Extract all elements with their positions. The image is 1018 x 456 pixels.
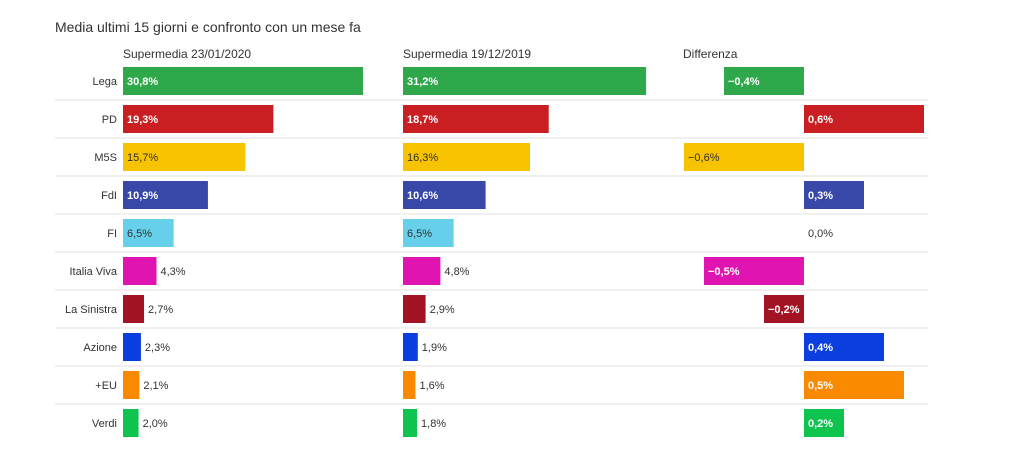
bar-previous-verdi [403,409,418,437]
value-label-current: 2,3% [145,342,170,354]
bar-current-lega [123,67,363,95]
bar-previous-fi [403,219,454,247]
value-label-diff: −0,4% [728,76,760,88]
value-label-current: 15,7% [127,152,158,164]
party-label: M5S [94,152,117,164]
party-label: Verdi [92,418,117,430]
value-label-previous: 16,3% [407,152,438,164]
value-label-previous: 6,5% [407,228,432,240]
bar-current-eu [123,371,140,399]
chart-title: Media ultimi 15 giorni e confronto con u… [55,19,361,35]
value-label-current: 10,9% [127,190,158,202]
party-label: +EU [95,380,117,392]
value-label-current: 6,5% [127,228,152,240]
bar-current-fi [123,219,174,247]
bar-previous-pd [403,105,549,133]
bar-diff-fdi [804,181,864,209]
value-label-previous: 10,6% [407,190,438,202]
value-label-previous: 1,8% [421,418,446,430]
value-label-diff: −0,6% [688,152,720,164]
value-label-current: 2,0% [143,418,168,430]
bar-current-la-sinistra [123,295,145,323]
value-label-diff: 0,4% [808,342,833,354]
value-label-diff: 0,3% [808,190,833,202]
value-label-diff: −0,5% [708,266,740,278]
bar-current-azione [123,333,141,361]
party-label: La Sinistra [65,304,118,316]
bar-current-fdi [123,181,208,209]
value-label-previous: 4,8% [444,266,469,278]
value-label-current: 2,1% [143,380,168,392]
party-label: PD [102,114,117,126]
value-label-previous: 18,7% [407,114,438,126]
bar-current-pd [123,105,274,133]
value-label-current: 19,3% [127,114,158,126]
bar-previous-fdi [403,181,486,209]
party-label: Lega [93,76,118,88]
party-label: Azione [83,342,117,354]
bar-diff-verdi [804,409,844,437]
value-label-diff: −0,2% [768,304,800,316]
value-label-current: 2,7% [148,304,173,316]
party-label: Italia Viva [70,266,118,278]
party-label: FI [107,228,117,240]
value-label-diff: 0,2% [808,418,833,430]
column-header-current: Supermedia 23/01/2020 [123,47,252,61]
value-label-diff: 0,6% [808,114,833,126]
bar-previous-la-sinistra [403,295,426,323]
value-label-current: 30,8% [127,76,158,88]
value-label-previous: 1,6% [419,380,444,392]
value-label-previous: 1,9% [422,342,447,354]
bar-previous-m5s [403,143,531,171]
party-label: FdI [101,190,117,202]
bar-previous-lega [403,67,647,95]
value-label-diff: 0,0% [808,228,833,240]
bar-previous-eu [403,371,416,399]
column-header-difference: Differenza [683,47,738,61]
value-label-previous: 2,9% [430,304,455,316]
bar-diff-italia-viva [704,257,804,285]
bar-diff-azione [804,333,884,361]
value-label-current: 4,3% [161,266,186,278]
bar-current-verdi [123,409,139,437]
value-label-previous: 31,2% [407,76,438,88]
bar-diff-la-sinistra [764,295,804,323]
bar-current-m5s [123,143,246,171]
column-header-previous: Supermedia 19/12/2019 [403,47,532,61]
value-label-diff: 0,5% [808,380,833,392]
bar-previous-azione [403,333,418,361]
bar-diff-pd [804,105,924,133]
bar-previous-italia-viva [403,257,441,285]
bar-current-italia-viva [123,257,157,285]
bar-diff-lega [724,67,804,95]
bar-diff-eu [804,371,904,399]
bar-diff-m5s [684,143,804,171]
